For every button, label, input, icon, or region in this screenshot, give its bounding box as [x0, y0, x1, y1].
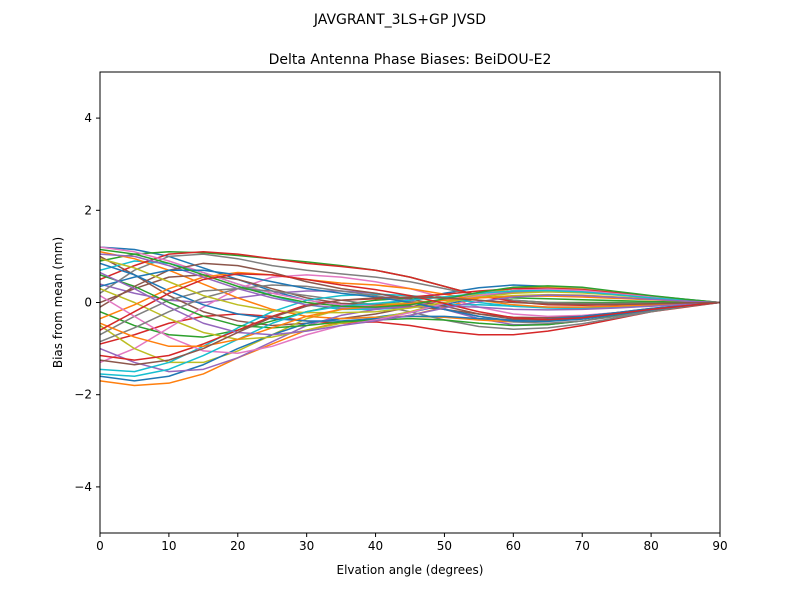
series-layer	[100, 246, 720, 387]
series-line	[100, 288, 720, 354]
series-line	[100, 284, 720, 343]
x-tick-label: 30	[299, 539, 314, 553]
y-tick-label: 0	[84, 296, 92, 310]
x-axis: 0 10 20 30 40 50 60 70 80 90	[96, 533, 728, 553]
series-line	[100, 296, 720, 366]
series-line	[100, 271, 720, 336]
x-tick-label: 10	[161, 539, 176, 553]
series-line	[100, 253, 720, 311]
series-line	[100, 289, 720, 378]
x-tick-label: 20	[230, 539, 245, 553]
series-line	[100, 273, 720, 331]
y-tick-label: −4	[74, 480, 92, 494]
x-tick-label: 60	[506, 539, 521, 553]
series-line	[100, 269, 720, 323]
series-line	[100, 296, 720, 338]
figure-suptitle: JAVGRANT_3LS+GP JVSD	[313, 12, 486, 28]
x-tick-label: 40	[368, 539, 383, 553]
x-tick-label: 80	[643, 539, 658, 553]
series-line	[100, 295, 720, 348]
x-tick-label: 0	[96, 539, 104, 553]
series-line	[100, 248, 720, 308]
y-tick-label: 2	[84, 203, 92, 217]
y-axis-label: Bias from mean (mm)	[51, 237, 65, 368]
y-tick-label: 4	[84, 111, 92, 125]
x-tick-label: 50	[437, 539, 452, 553]
x-tick-label: 90	[712, 539, 727, 553]
series-line	[100, 262, 720, 322]
y-axis: −4 −2 0 2 4	[74, 111, 100, 494]
chart-title: Delta Antenna Phase Biases: BeiDOU-E2	[269, 52, 552, 68]
series-line	[100, 253, 720, 305]
x-axis-label: Elvation angle (degrees)	[337, 563, 484, 577]
y-tick-label: −2	[74, 388, 92, 402]
x-tick-label: 70	[575, 539, 590, 553]
